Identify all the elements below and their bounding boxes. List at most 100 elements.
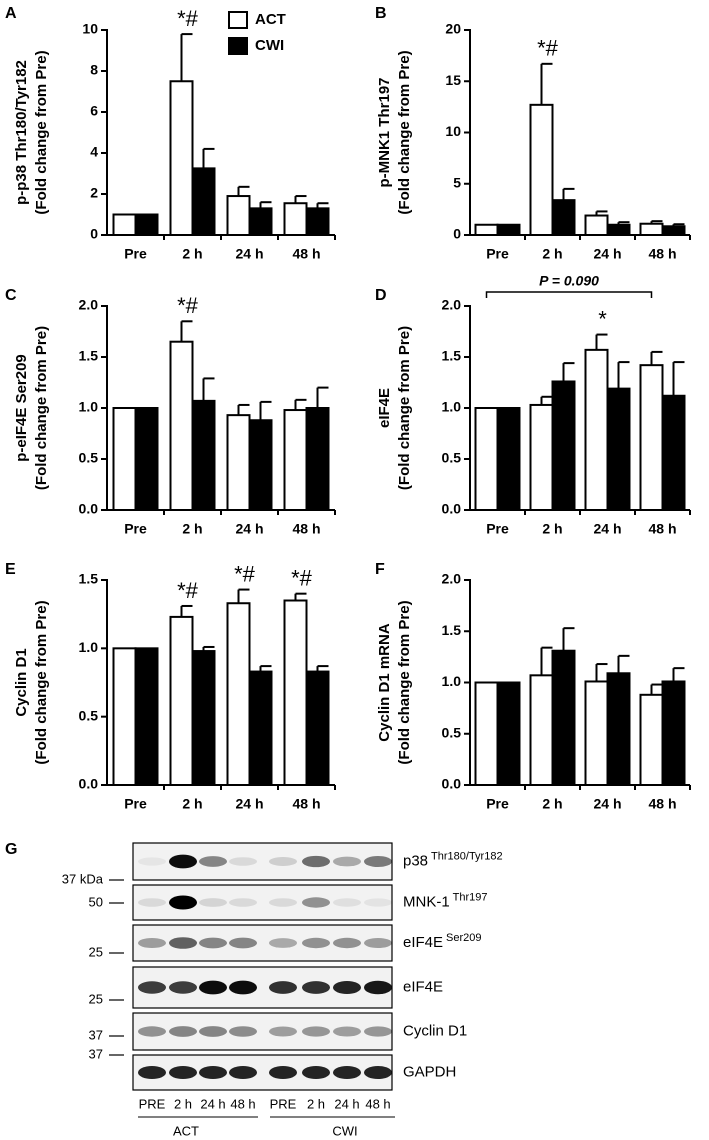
x-tick-label: 2 h	[182, 521, 202, 537]
y-tick-label: 2	[90, 185, 98, 201]
mw-marker: 37	[89, 1027, 103, 1042]
bar	[169, 80, 194, 236]
bracket	[485, 291, 653, 298]
blot-band	[199, 1026, 227, 1037]
blot-band	[199, 1065, 227, 1080]
blot-band	[333, 1065, 361, 1080]
blot-band	[333, 980, 361, 995]
blot-band	[333, 898, 361, 907]
protein-name: p38	[403, 852, 428, 869]
x-tick-label: 24 h	[235, 521, 263, 537]
error-bar	[316, 202, 329, 209]
error-bar	[237, 185, 250, 197]
x-tick-label: 24 h	[593, 521, 621, 537]
significance-marker: *#	[177, 293, 199, 318]
error-bar	[562, 187, 575, 201]
y-axis-label: Cyclin D1 mRNA	[376, 623, 393, 742]
lane-label: 24 h	[200, 1096, 225, 1111]
x-tick-label: 24 h	[235, 246, 263, 262]
blot-row-label: Cyclin D1	[403, 1022, 467, 1039]
error-bar	[595, 210, 608, 216]
blot-band	[169, 854, 197, 869]
panel-label: C	[5, 287, 17, 304]
lane-label: PRE	[139, 1096, 166, 1111]
blot-row	[132, 924, 393, 962]
blot-band	[229, 898, 257, 907]
bar	[169, 340, 194, 512]
error-bar	[202, 377, 215, 401]
bar	[639, 364, 664, 511]
blot-band	[302, 937, 330, 949]
error-bar	[316, 386, 329, 408]
error-bar	[294, 195, 307, 204]
y-axis-label: (Fold change from Pre)	[396, 326, 413, 490]
bar	[283, 202, 308, 237]
x-tick-label: Pre	[124, 521, 147, 537]
blot-band	[302, 1026, 330, 1037]
bar	[112, 647, 137, 786]
blot-band	[302, 897, 330, 908]
bar	[551, 649, 576, 786]
blot-band	[169, 895, 197, 910]
blot-row	[132, 884, 393, 921]
bar	[474, 681, 499, 786]
blot-row	[132, 1012, 393, 1051]
y-axis-label: (Fold change from Pre)	[396, 50, 413, 214]
bar	[606, 672, 631, 787]
error-bar	[650, 220, 663, 224]
error-bar	[595, 333, 608, 350]
y-tick-label: 1.0	[442, 673, 462, 689]
x-tick-label: 2 h	[182, 246, 202, 262]
blot-band	[169, 937, 197, 949]
bar	[283, 409, 308, 512]
bar	[496, 407, 521, 511]
error-bar	[617, 361, 630, 389]
blot-band	[138, 937, 166, 949]
mw-marker: 25	[89, 944, 103, 959]
bar	[248, 207, 273, 237]
protein-name: MNK-1	[403, 893, 450, 910]
y-tick-label: 1.5	[79, 348, 99, 364]
lane-label: PRE	[270, 1096, 297, 1111]
error-bar	[259, 665, 272, 672]
error-bar	[672, 223, 685, 227]
panel-label: F	[375, 561, 385, 578]
legend-label: CWI	[255, 37, 284, 54]
error-bar	[180, 604, 193, 617]
bar	[639, 222, 664, 237]
y-tick-label: 1.0	[79, 399, 99, 415]
y-tick-label: 0.0	[442, 501, 462, 517]
blot-band	[333, 937, 361, 949]
y-axis-label: p-eIF4E Ser209	[13, 354, 30, 462]
x-tick-label: 24 h	[593, 246, 621, 262]
error-bar	[540, 62, 553, 105]
x-tick-label: Pre	[486, 521, 509, 537]
y-axis-label: p-MNK1 Thr197	[376, 77, 393, 187]
panel-label: E	[5, 561, 16, 578]
blot-row-label: GAPDH	[403, 1063, 456, 1080]
blot-band	[138, 1065, 166, 1080]
blot-band	[138, 898, 166, 907]
blot-band	[138, 1026, 166, 1037]
protein-name: GAPDH	[403, 1063, 456, 1080]
error-bar	[672, 361, 685, 396]
y-tick-label: 0	[90, 226, 98, 242]
x-tick-label: 48 h	[292, 521, 320, 537]
bar	[191, 650, 216, 786]
blot-row	[132, 1054, 393, 1091]
blot-band	[364, 856, 392, 867]
bar	[226, 195, 251, 237]
bar	[248, 670, 273, 786]
y-tick-label: 6	[90, 103, 98, 119]
blot-band	[364, 937, 392, 949]
x-tick-label: Pre	[124, 246, 147, 262]
y-tick-label: 2.0	[79, 297, 99, 313]
x-tick-label: 2 h	[542, 521, 562, 537]
y-tick-label: 8	[90, 62, 98, 78]
bar	[474, 223, 499, 236]
y-tick-label: 0	[453, 226, 461, 242]
blot-band	[138, 857, 166, 866]
blot-band	[199, 980, 227, 995]
x-tick-label: Pre	[486, 796, 509, 812]
